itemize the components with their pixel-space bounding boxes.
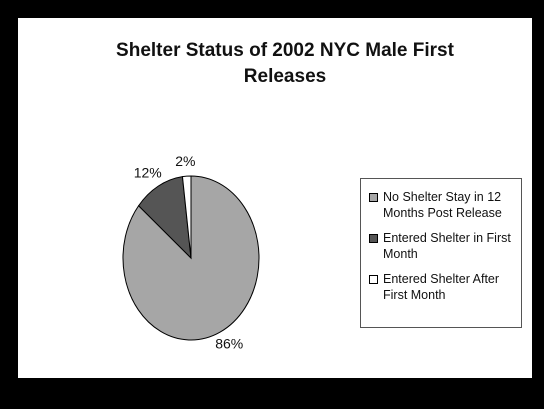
- legend-entry: No Shelter Stay in 12 Months Post Releas…: [369, 189, 515, 221]
- page: {"chart_data": {"type": "pie", "title": …: [0, 0, 544, 409]
- legend-entry: Entered Shelter in First Month: [369, 230, 515, 262]
- legend-swatch: [369, 193, 378, 202]
- data-label: 12%: [134, 165, 162, 181]
- legend: No Shelter Stay in 12 Months Post Releas…: [360, 178, 522, 328]
- legend-label: No Shelter Stay in 12 Months Post Releas…: [383, 189, 515, 221]
- chart-title: Shelter Status of 2002 NYC Male First Re…: [100, 38, 470, 90]
- legend-entry: Entered Shelter After First Month: [369, 271, 515, 303]
- legend-label: Entered Shelter in First Month: [383, 230, 515, 262]
- legend-swatch: [369, 275, 378, 284]
- legend-label: Entered Shelter After First Month: [383, 271, 515, 303]
- legend-swatch: [369, 234, 378, 243]
- data-label: 2%: [175, 153, 195, 169]
- data-label: 86%: [215, 336, 243, 352]
